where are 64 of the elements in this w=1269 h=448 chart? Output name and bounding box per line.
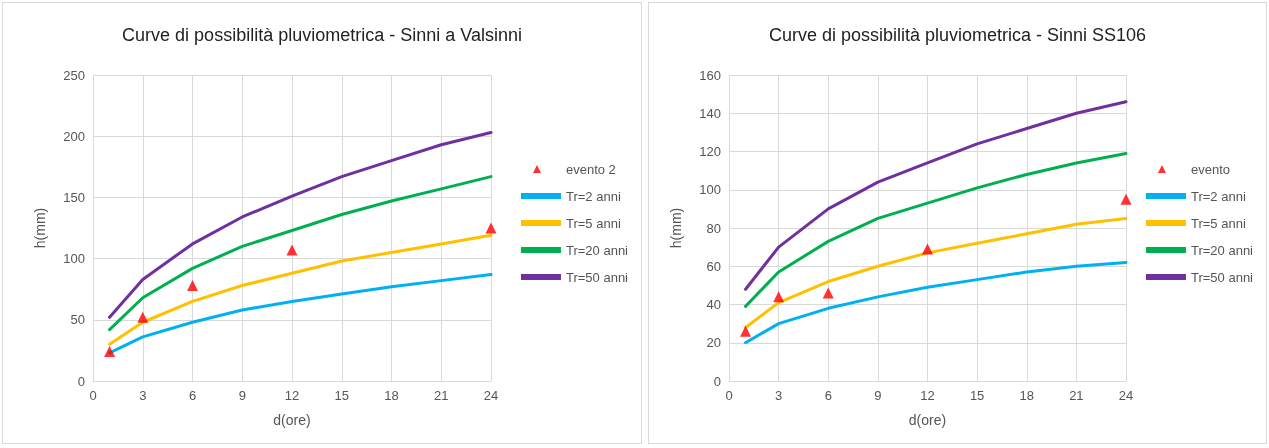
x-tick-label: 12 (284, 388, 300, 403)
x-tick-label: 9 (238, 388, 246, 403)
line-series (108, 131, 493, 319)
legend-label: Tr=2 anni (565, 188, 621, 204)
y-tick-label: 120 (699, 144, 721, 159)
y-tick-label: 150 (63, 189, 85, 205)
x-tick-label: 15 (334, 388, 349, 403)
line-series (744, 260, 1128, 345)
legend-label: evento (1190, 161, 1231, 177)
point (187, 280, 198, 292)
line-series (744, 100, 1128, 291)
y-tick-label: 60 (706, 258, 721, 274)
x-tick-label: 21 (434, 388, 449, 403)
legend-label: Tr=5 anni (565, 215, 621, 231)
y-tick-label: 0 (77, 373, 85, 389)
y-tick-label: 50 (70, 312, 85, 328)
point (822, 287, 834, 299)
point (485, 222, 497, 234)
x-axis-title: d(ore) (908, 412, 947, 428)
point (104, 346, 116, 358)
x-tick-label: 9 (874, 388, 882, 403)
y-axis-title: h(mm) (668, 207, 684, 249)
point (1120, 193, 1132, 205)
legend-label: evento 2 (565, 161, 616, 177)
x-tick-label: 18 (384, 388, 399, 403)
y-tick-label: 0 (713, 373, 721, 389)
legend-label: Tr=50 anni (565, 269, 629, 285)
point (922, 243, 933, 255)
x-axis-title: d(ore) (273, 412, 311, 428)
legend-label: Tr=20 anni (1190, 242, 1254, 258)
x-tick-label: 12 (920, 388, 935, 403)
y-tick-label: 250 (63, 67, 85, 83)
point (773, 291, 785, 303)
x-tick-label: 0 (725, 388, 733, 403)
point (286, 244, 298, 256)
y-tick-label: 80 (706, 220, 721, 236)
x-tick-label: 24 (483, 388, 499, 403)
y-tick-label: 100 (63, 251, 85, 267)
line-series (108, 175, 493, 332)
x-tick-label: 3 (775, 388, 783, 403)
x-tick-label: 0 (89, 388, 97, 403)
chart-title: Curve di possibilità pluviometrica - Sinni a Valsinni (122, 25, 522, 45)
legend-label: Tr=5 anni (1190, 215, 1246, 231)
x-tick-label: 18 (1019, 388, 1034, 403)
legend-label: Tr=50 anni (1190, 269, 1254, 285)
x-tick-label: 6 (188, 388, 197, 403)
y-tick-label: 200 (63, 128, 85, 144)
legend-label: Tr=20 anni (565, 242, 629, 258)
y-tick-label: 40 (706, 297, 721, 312)
line-series (744, 151, 1128, 308)
y-tick-label: 100 (699, 182, 721, 198)
x-tick-label: 15 (969, 388, 985, 403)
y-tick-label: 20 (706, 335, 721, 351)
point (137, 311, 149, 323)
y-tick-label: 140 (699, 105, 721, 121)
y-tick-label: 160 (699, 67, 721, 83)
x-tick-label: 21 (1069, 388, 1084, 403)
x-tick-label: 6 (824, 388, 832, 403)
legend-label: Tr=2 anni (1190, 188, 1246, 204)
x-tick-label: 24 (1118, 388, 1134, 403)
y-axis-title: h(mm) (32, 207, 48, 249)
point (740, 325, 752, 337)
chart-title: Curve di possibilità pluviometrica - Sinni SS106 (768, 25, 1147, 45)
x-tick-label: 3 (139, 388, 147, 403)
